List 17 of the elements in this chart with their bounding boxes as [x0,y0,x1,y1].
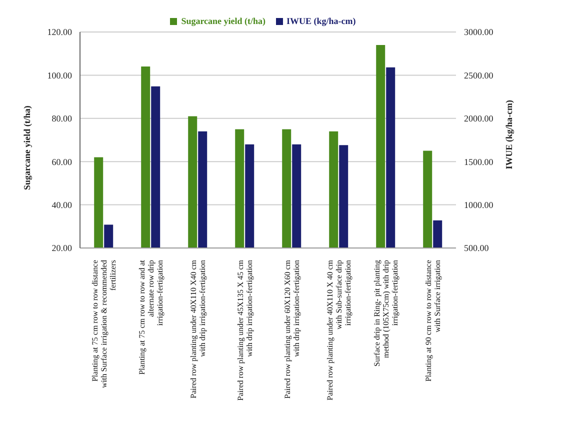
y2-tick-label: 1000.00 [464,200,494,210]
y-axis-title: Sugarcane yield (t/ha) [22,106,32,190]
x-tick-label: Planting at 75 cm row to row distance with Surface irrigation & recommended fertilizers [90,260,118,388]
y2-tick-label: 2500.00 [464,70,494,80]
y2-tick-label: 2000.00 [464,114,494,124]
y2-tick-label: 1500.00 [464,156,494,167]
y-tick-label: 80.00 [52,114,72,124]
y-tick-label: 100.00 [47,70,72,80]
y-tick-label: 60.00 [52,156,72,167]
y2-tick-label: 500.00 [464,243,490,254]
y-tick-label: 120.00 [47,27,72,38]
y-tick-label: 40.00 [52,200,72,210]
y2-tick-label: 3000.00 [464,27,494,38]
legend-label: IWUE (kg/ha-cm) [286,16,356,26]
y-tick-label: 20.00 [52,243,72,254]
legend-label: Sugarcane yield (t/ha) [181,16,266,26]
y2-axis-title: IWUE (kg/ha-cm) [504,100,514,170]
